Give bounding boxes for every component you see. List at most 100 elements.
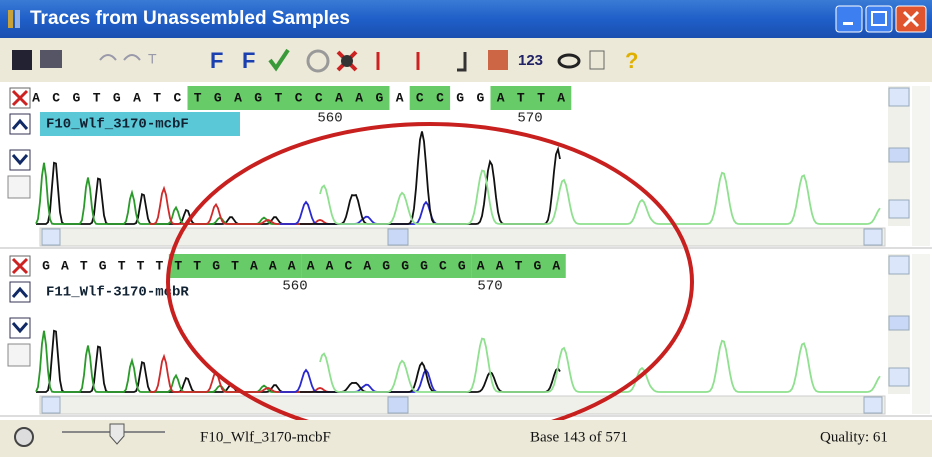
tool-button[interactable] [488, 50, 508, 70]
scroll-thumb[interactable] [889, 316, 909, 330]
scroll-thumb[interactable] [388, 397, 408, 413]
base-call: T [155, 258, 163, 273]
base-call: G [458, 258, 466, 273]
base-call: T [118, 258, 126, 273]
tool-button[interactable]: T [148, 51, 157, 67]
base-call: G [113, 90, 121, 105]
minimize-icon [843, 22, 853, 25]
move-down-button[interactable] [10, 150, 30, 170]
scroll-left-button[interactable] [42, 229, 60, 245]
base-call: T [515, 258, 523, 273]
maximize-button[interactable] [866, 6, 892, 32]
base-call: G [214, 90, 222, 105]
scroll-thumb[interactable] [889, 148, 909, 162]
status-quality: Quality: 61 [820, 429, 888, 445]
base-color-button[interactable] [8, 176, 30, 198]
base-call: C [416, 90, 424, 105]
status-icon [15, 428, 33, 446]
scroll-thumb[interactable] [388, 229, 408, 245]
tool-button[interactable]: F [242, 48, 255, 73]
base-call: T [274, 90, 282, 105]
base-call: A [307, 258, 315, 273]
ruler-label: 570 [477, 279, 502, 295]
base-call: C [173, 90, 181, 105]
base-call: A [477, 258, 485, 273]
scroll-right-button[interactable] [864, 229, 882, 245]
base-call: G [99, 258, 107, 273]
base-call: G [420, 258, 428, 273]
base-call: G [375, 90, 383, 105]
base-call: C [315, 90, 323, 105]
save-button[interactable] [12, 50, 32, 70]
base-call: G [456, 90, 464, 105]
base-call: A [326, 258, 334, 273]
base-call: T [193, 258, 201, 273]
status-sample: F10_Wlf_3170-mcbF [200, 429, 331, 445]
sample-name: F10_Wlf_3170-mcbF [46, 117, 189, 133]
base-call: G [533, 258, 541, 273]
minimize-button[interactable] [836, 6, 862, 32]
scroll-down-button[interactable] [889, 368, 909, 386]
move-up-button[interactable] [10, 114, 30, 134]
app-icon [15, 10, 20, 28]
move-up-button[interactable] [10, 282, 30, 302]
app-window: Traces from Unassembled Samples T F F 12… [0, 0, 932, 457]
base-call: A [269, 258, 277, 273]
status-position: Base 143 of 571 [530, 429, 628, 445]
delete-icon [341, 55, 353, 67]
ruler-label: 560 [317, 111, 342, 127]
base-call: T [194, 90, 202, 105]
base-call: A [557, 90, 565, 105]
base-call: G [42, 258, 50, 273]
base-call: T [80, 258, 88, 273]
scroll-right-button[interactable] [864, 397, 882, 413]
base-call: G [254, 90, 262, 105]
base-call: G [72, 90, 80, 105]
base-call: A [496, 258, 504, 273]
base-call: G [476, 90, 484, 105]
tool-button[interactable]: 123 [518, 52, 543, 69]
base-call: A [497, 90, 505, 105]
base-call: T [231, 258, 239, 273]
scroll-left-button[interactable] [42, 397, 60, 413]
outer-scrollbar[interactable] [912, 254, 930, 414]
base-call: T [537, 90, 545, 105]
help-button[interactable]: ? [625, 48, 638, 73]
base-call: C [439, 258, 447, 273]
app-icon [8, 10, 13, 28]
scroll-down-button[interactable] [889, 200, 909, 218]
base-call: C [295, 90, 303, 105]
base-call: A [61, 258, 69, 273]
base-call: C [52, 90, 60, 105]
base-call: G [401, 258, 409, 273]
print-button[interactable] [40, 50, 62, 68]
base-call: A [32, 90, 40, 105]
base-call: A [355, 90, 363, 105]
base-call: G [212, 258, 220, 273]
base-call: C [344, 258, 352, 273]
base-call: C [436, 90, 444, 105]
tool-button[interactable]: F [210, 48, 223, 73]
base-call: A [363, 258, 371, 273]
base-call: T [517, 90, 525, 105]
base-call: G [382, 258, 390, 273]
base-call: T [137, 258, 145, 273]
base-call: A [396, 90, 404, 105]
ruler-label: 570 [517, 111, 542, 127]
scroll-up-button[interactable] [889, 88, 909, 106]
base-call: T [153, 90, 161, 105]
window-title: Traces from Unassembled Samples [30, 8, 350, 29]
base-call: A [288, 258, 296, 273]
base-call: A [133, 90, 141, 105]
horizontal-scrollbar[interactable] [40, 396, 885, 414]
scroll-up-button[interactable] [889, 256, 909, 274]
outer-scrollbar[interactable] [912, 86, 930, 246]
ruler-label: 560 [282, 279, 307, 295]
base-call: T [93, 90, 101, 105]
move-down-button[interactable] [10, 318, 30, 338]
base-call: A [234, 90, 242, 105]
status-bar [0, 420, 932, 457]
horizontal-scrollbar[interactable] [40, 228, 885, 246]
base-color-button[interactable] [8, 344, 30, 366]
base-call: T [174, 258, 182, 273]
